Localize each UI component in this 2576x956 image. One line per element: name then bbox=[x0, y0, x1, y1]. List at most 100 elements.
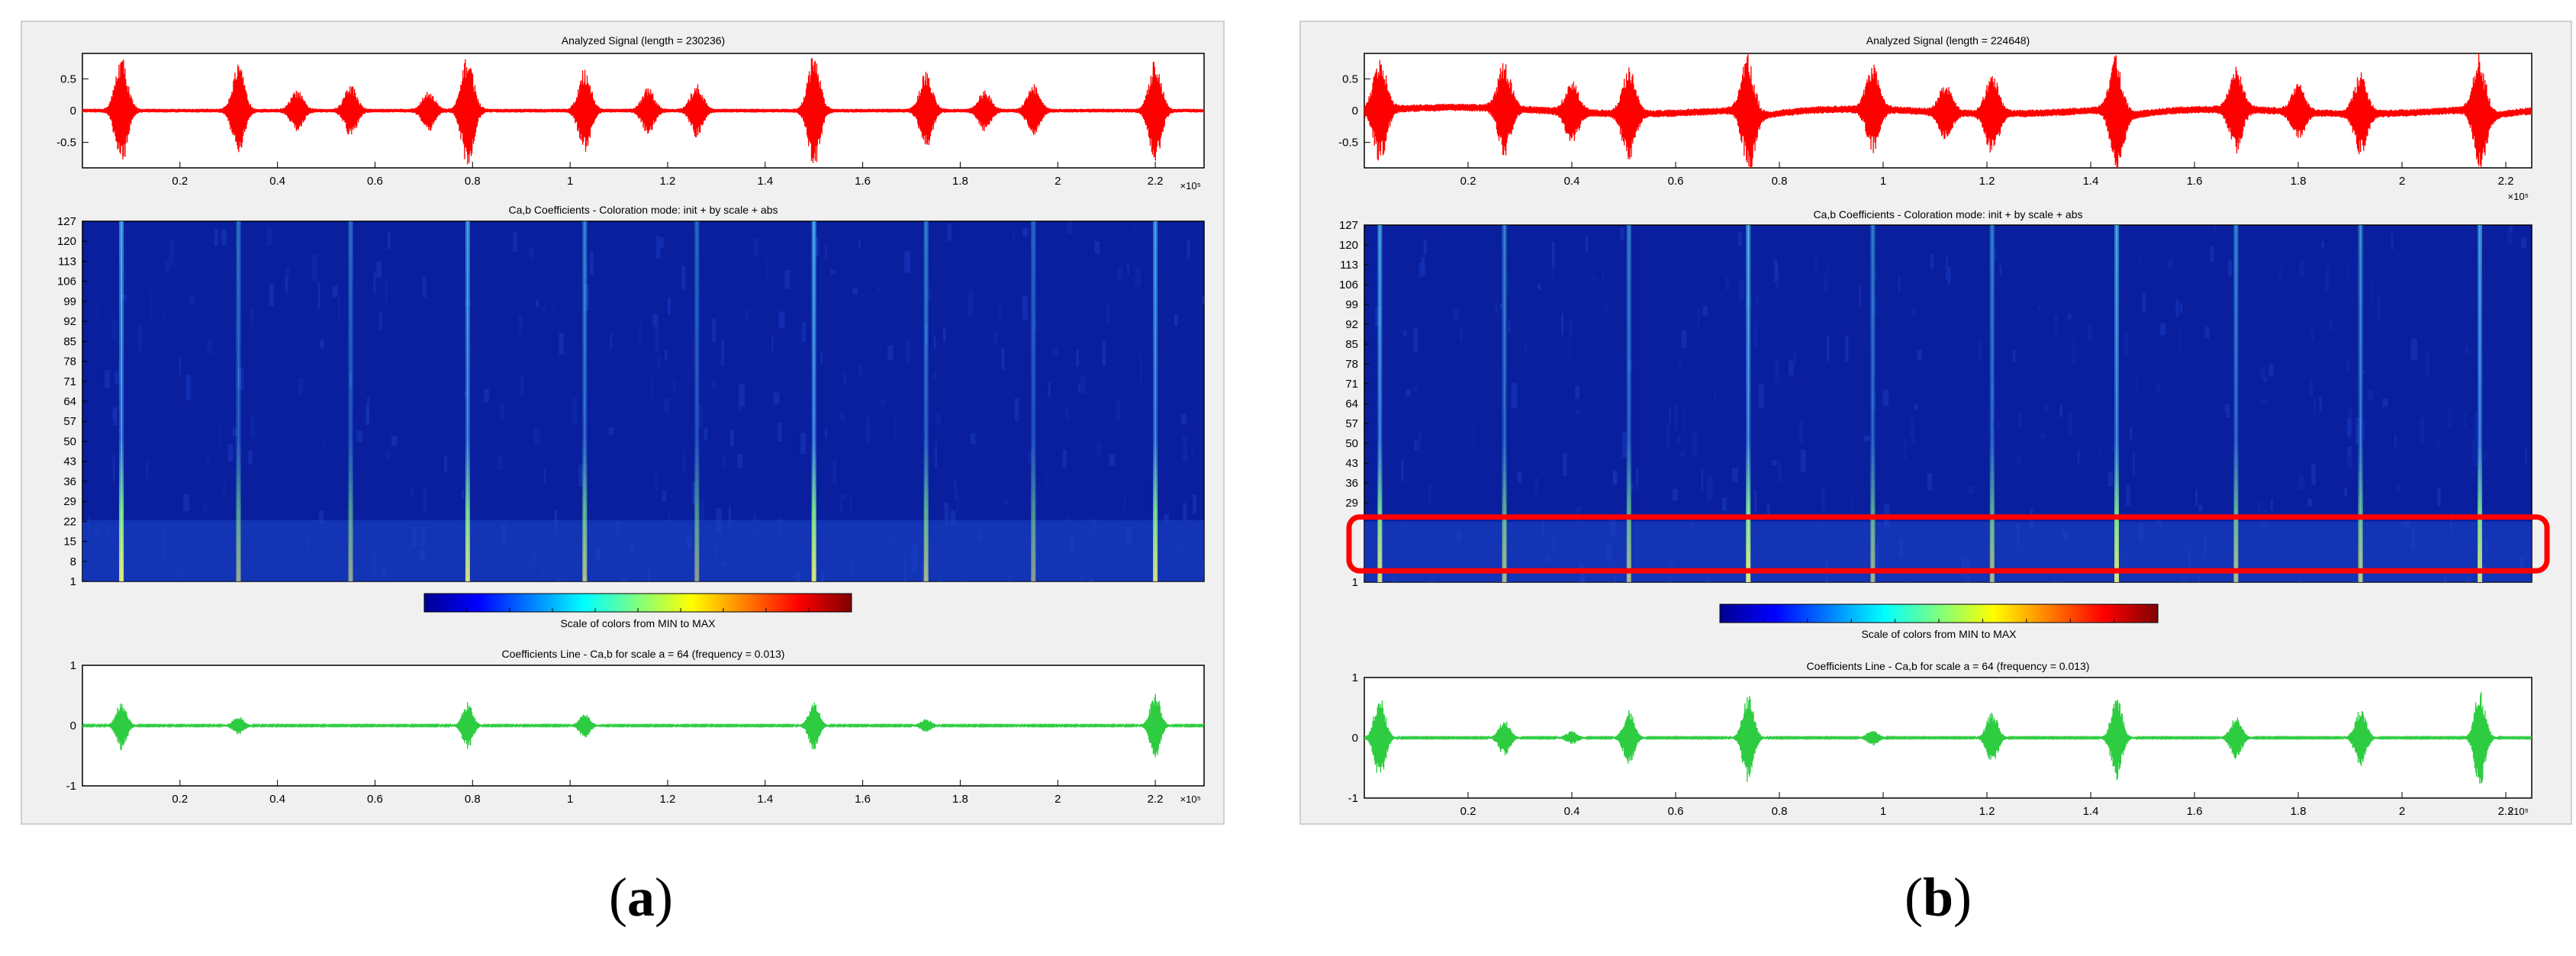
panel-a-scalogram-texture bbox=[379, 311, 382, 330]
panel-b-scalogram-texture bbox=[1979, 338, 1982, 362]
panel-b-scalogram-texture bbox=[1914, 403, 1918, 410]
panel-b-coeff-xtick-label: 1.4 bbox=[2083, 805, 2099, 818]
panel-a-coeff-waveform bbox=[82, 694, 1204, 758]
panel-b-coeff-ytick-label: 0 bbox=[1352, 732, 1358, 745]
panel-a-scalogram-texture bbox=[1202, 295, 1204, 304]
panel-a-scalogram-ytick-label: 36 bbox=[63, 475, 76, 488]
panel-a-scalogram-texture bbox=[114, 372, 121, 384]
panel-a-scalogram-ytick-label: 57 bbox=[63, 415, 76, 428]
panel-b-scalogram-axes: Ca,b Coefficients - Coloration mode: ini… bbox=[1339, 208, 2550, 589]
panel-a-scalogram-texture bbox=[664, 398, 670, 413]
panel-b-scalogram-texture bbox=[2142, 291, 2146, 313]
panel-b-signal-ytick-label: 0 bbox=[1352, 105, 1358, 117]
panel-b-scalogram-texture bbox=[2260, 367, 2265, 379]
panel-a-scalogram-texture bbox=[1164, 514, 1169, 522]
panel-a: Analyzed Signal (length = 230236) 0.2 0.4 0… bbox=[21, 21, 1225, 825]
panel-a-scalogram-ridge bbox=[465, 221, 470, 581]
panel-b-scalogram-texture bbox=[1738, 279, 1744, 301]
panel-a-scalogram-texture bbox=[1102, 341, 1106, 366]
panel-b-scalogram-texture bbox=[2437, 487, 2441, 507]
panel-b-scalogram-texture bbox=[2228, 259, 2232, 277]
panel-b-signal-xtick-label: 1.4 bbox=[2083, 175, 2099, 188]
panel-a-scalogram-texture bbox=[1117, 266, 1122, 280]
panel-a-scalogram-texture bbox=[513, 232, 517, 252]
panel-a-scalogram-texture bbox=[1028, 449, 1033, 465]
panel-a-scalogram-texture bbox=[410, 488, 415, 497]
panel-b-coeff-xtick-label: 0.8 bbox=[1772, 805, 1788, 818]
panel-a-scalogram-texture bbox=[185, 375, 191, 401]
panel-b-scalogram-texture bbox=[2213, 225, 2217, 233]
panel-a-scalogram-texture bbox=[858, 363, 863, 377]
panel-b-scalogram-texture bbox=[2319, 396, 2323, 412]
panel-b-scalogram-texture bbox=[2195, 489, 2198, 506]
panel-a-scalogram-axes: Ca,b Coefficients - Coloration mode: ini… bbox=[57, 204, 1205, 588]
panel-label-b-text: b bbox=[1922, 867, 1954, 928]
panel-b-scalogram-texture bbox=[2263, 376, 2267, 383]
panel-b-scalogram-texture bbox=[2370, 276, 2372, 301]
panel-a-scalogram-texture bbox=[947, 224, 952, 241]
panel-b-coeff-ytick-label: 1 bbox=[1352, 671, 1358, 684]
panel-a-scalogram-texture bbox=[188, 294, 195, 304]
panel-b-scalogram-texture bbox=[2268, 364, 2274, 377]
panel-a-signal-xtick-label: 2 bbox=[1055, 175, 1061, 188]
panel-a-signal-axes: Analyzed Signal (length = 230236) 0.2 0.4 0… bbox=[56, 34, 1205, 188]
panel-a-coeff-xtick-label: 0.4 bbox=[269, 793, 285, 806]
panel-b-signal-xtick-label: 0.2 bbox=[1460, 175, 1476, 188]
panel-a-coeff-ytick-label: 0 bbox=[70, 719, 76, 732]
panel-b-scalogram-texture bbox=[1413, 440, 1418, 450]
panel-a-signal-xtick-label: 1.8 bbox=[952, 175, 968, 188]
panel-b-scalogram-ridge bbox=[1377, 225, 1383, 582]
panel-b-scalogram-texture bbox=[2346, 455, 2352, 469]
panel-a-scalogram-texture bbox=[207, 339, 213, 354]
panel-a-scalogram-ytick-label: 106 bbox=[57, 275, 76, 288]
panel-b-coeff-xtick-label: 0.6 bbox=[1668, 805, 1684, 818]
panel-b-scalogram-ytick-label: 113 bbox=[1340, 259, 1358, 272]
panel-a-scalogram-texture bbox=[338, 295, 340, 319]
panel-b-scalogram-texture bbox=[1681, 330, 1686, 349]
panel-a-scalogram-texture bbox=[375, 262, 382, 278]
panel-b-scalogram-texture bbox=[1692, 430, 1699, 455]
panel-b-scalogram-texture bbox=[2311, 463, 2316, 485]
panel-b-scalogram-texture bbox=[2012, 349, 2016, 362]
panel-a-scalogram-texture bbox=[825, 245, 827, 260]
panel-b-scalogram-texture bbox=[1473, 349, 1476, 357]
panel-a-scalogram-texture bbox=[651, 376, 654, 399]
panel-b-scalogram-texture bbox=[1508, 320, 1511, 333]
panel-a-scalogram-ytick-label: 29 bbox=[63, 495, 76, 508]
panel-a-scalogram-texture bbox=[533, 427, 540, 446]
panel-b-scalogram-texture bbox=[2124, 330, 2128, 356]
panel-b-scalogram-texture bbox=[1511, 383, 1518, 408]
panel-a-scalogram-texture bbox=[729, 429, 734, 447]
panel-b-scalogram-texture bbox=[1569, 337, 1571, 362]
panel-a-scalogram-texture bbox=[954, 478, 958, 500]
panel-a-scalogram-texture bbox=[542, 305, 546, 316]
panel-a-scalogram-texture bbox=[248, 450, 253, 465]
panel-b-scalogram-texture bbox=[2040, 433, 2046, 439]
panel-a-scalogram-texture bbox=[423, 276, 427, 298]
panel-a-scalogram-texture bbox=[298, 377, 304, 396]
panel-a-scalogram-texture bbox=[137, 325, 143, 352]
panel-b-signal-xtick-label: 2.2 bbox=[2498, 175, 2514, 188]
panel-b-scalogram-texture bbox=[1460, 327, 1463, 341]
panel-a-scalogram-texture bbox=[1132, 226, 1135, 232]
panel-a-scalogram-texture bbox=[728, 507, 732, 529]
panel-b-scalogram-texture bbox=[2396, 484, 2401, 491]
panel-a-scalogram-texture bbox=[388, 230, 391, 249]
panel-b-scalogram-texture bbox=[1702, 306, 1708, 317]
panel-b-scalogram-texture bbox=[1675, 405, 1678, 431]
panel-b-scalogram-texture bbox=[2525, 448, 2527, 465]
panel-a-scalogram-texture bbox=[223, 483, 226, 497]
panel-a-scalogram-texture bbox=[752, 237, 759, 257]
panel-a-signal-ytick-label: 0 bbox=[70, 105, 76, 117]
panel-b-scalogram-title: Ca,b Coefficients - Coloration mode: ini… bbox=[1813, 208, 2082, 220]
panel-a-scalogram-texture bbox=[179, 357, 182, 375]
panel-a-scalogram-texture bbox=[470, 343, 473, 354]
panel-b-scalogram-texture bbox=[1827, 262, 1830, 275]
panel-a-scalogram-ytick-label: 71 bbox=[63, 375, 76, 388]
panel-a-scalogram-texture bbox=[385, 281, 388, 303]
panel-a-scalogram-content bbox=[82, 221, 1204, 581]
panel-a-scalogram-texture bbox=[668, 298, 671, 314]
panel-b-scalogram-texture bbox=[1697, 307, 1700, 327]
panel-b-scalogram-texture bbox=[2140, 258, 2142, 265]
